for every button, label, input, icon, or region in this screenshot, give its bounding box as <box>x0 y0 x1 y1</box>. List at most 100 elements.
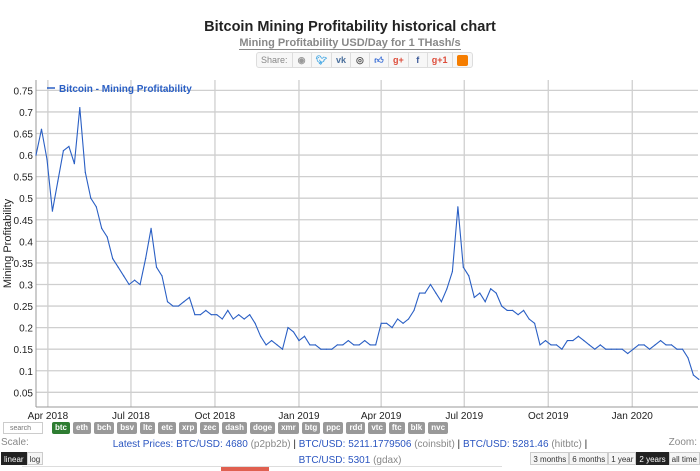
data-point <box>205 309 207 311</box>
zoom-label: Zoom: <box>668 437 697 448</box>
data-point <box>550 344 552 346</box>
price-p2pb2b[interactable]: BTC/USD: 4680 <box>176 439 248 450</box>
y-tick-label: 0.7 <box>19 108 33 119</box>
subtitle-link[interactable]: Mining Profitability USD/Day for 1 THash… <box>239 37 461 50</box>
coin-button-eth[interactable]: eth <box>73 422 91 434</box>
coin-search-input[interactable] <box>3 422 43 434</box>
like-icon[interactable]: 👍︎ <box>370 53 389 67</box>
coin-button-ftc[interactable]: ftc <box>388 422 405 434</box>
data-point <box>134 279 136 281</box>
zoom-6-months-button[interactable]: 6 months <box>569 452 609 465</box>
profitability-chart[interactable]: 0.05 0.1 0.15 0.2 0.25 0.3 0.35 0.4 0.45 0.5 0.55 0… <box>0 70 700 420</box>
data-point <box>347 339 349 342</box>
exchange-name: (p2pb2b) <box>250 439 291 450</box>
twitter-icon[interactable]: 🐦︎ <box>312 53 332 67</box>
data-point <box>254 322 256 324</box>
data-point <box>325 348 327 350</box>
coin-button-bch[interactable]: bch <box>94 422 115 434</box>
price-gdax[interactable]: BTC/USD: 5301 <box>298 455 371 466</box>
series-line-bitcoin <box>35 107 700 380</box>
google-plus-icon[interactable]: g+ <box>389 53 409 67</box>
data-point <box>610 348 612 350</box>
data-point <box>649 348 651 350</box>
price-hitbtc[interactable]: BTC/USD: 5281.46 <box>462 439 549 450</box>
data-point <box>386 322 388 324</box>
coin-button-zec[interactable]: zec <box>200 422 220 434</box>
data-point <box>698 378 700 380</box>
x-tick-label: Jul 2019 <box>445 411 483 420</box>
data-point <box>46 158 48 160</box>
data-point <box>144 257 147 260</box>
latest-prices: Latest Prices: BTC/USD: 4680 (p2pb2b) | … <box>112 439 588 466</box>
data-point <box>462 266 464 268</box>
data-point <box>692 374 695 376</box>
data-point <box>539 344 541 346</box>
data-point <box>62 150 64 152</box>
y-tick-label: 0.75 <box>14 86 34 97</box>
data-point <box>561 348 563 350</box>
coin-button-etc[interactable]: etc <box>158 422 176 434</box>
data-point <box>117 266 119 268</box>
data-point <box>155 266 158 268</box>
blogger-icon[interactable] <box>453 53 472 67</box>
zoom-1-year-button[interactable]: 1 year <box>608 452 637 465</box>
x-tick-label: Apr 2019 <box>361 411 402 420</box>
data-point <box>479 292 481 294</box>
x-tick-label: Jul 2018 <box>112 411 150 420</box>
active-tab-indicator <box>221 467 269 471</box>
data-point <box>599 344 601 346</box>
scale-linear-button[interactable]: linear <box>1 452 27 465</box>
data-point <box>265 344 267 346</box>
weibo-icon[interactable]: ◎ <box>351 53 370 67</box>
chart-subtitle[interactable]: Mining Profitability USD/Day for 1 THash… <box>0 37 700 50</box>
google-plus-one-icon[interactable]: g+1 <box>428 53 453 67</box>
data-point <box>484 301 486 303</box>
legend-label[interactable]: Bitcoin - Mining Profitability <box>59 84 192 95</box>
facebook-icon[interactable]: f <box>409 53 428 67</box>
reddit-icon[interactable]: ◉ <box>293 53 312 67</box>
coin-button-xmr[interactable]: xmr <box>278 422 299 434</box>
data-point <box>270 339 273 342</box>
data-point <box>670 344 673 346</box>
price-coinsbit[interactable]: BTC/USD: 5211.1779506 <box>298 439 412 450</box>
coin-button-bsv[interactable]: bsv <box>117 422 138 434</box>
y-tick-label: 0.5 <box>19 194 33 205</box>
data-point <box>451 270 453 273</box>
data-point <box>402 322 404 324</box>
data-point <box>139 283 141 286</box>
data-point <box>303 335 306 337</box>
data-point <box>566 339 569 342</box>
coin-button-doge[interactable]: doge <box>249 422 276 434</box>
data-point <box>616 348 618 350</box>
zoom-all-time-button[interactable]: all time <box>668 452 700 465</box>
y-tick-label: 0.55 <box>14 173 34 184</box>
coin-button-vtc[interactable]: vtc <box>368 422 386 434</box>
data-point <box>588 344 590 346</box>
exchange-name: (hitbtc) <box>551 439 582 450</box>
coin-button-ppc[interactable]: ppc <box>323 422 344 434</box>
data-point <box>90 197 92 199</box>
coin-button-blk[interactable]: blk <box>407 422 426 434</box>
coin-button-rdd[interactable]: rdd <box>346 422 366 434</box>
coin-button-xrp[interactable]: xrp <box>178 422 198 434</box>
scale-log-button[interactable]: log <box>26 452 44 465</box>
zoom-3-months-button[interactable]: 3 months <box>530 452 570 465</box>
y-tick-label: 0.25 <box>14 302 34 313</box>
coin-button-nvc[interactable]: nvc <box>428 422 449 434</box>
y-tick-label: 0.3 <box>19 280 33 291</box>
coin-button-btc[interactable]: btc <box>52 422 70 434</box>
data-point <box>314 344 317 346</box>
vk-icon[interactable]: vk <box>332 53 351 67</box>
data-point <box>73 163 75 165</box>
coin-button-dash[interactable]: dash <box>222 422 247 434</box>
data-point <box>638 344 640 346</box>
prices-label: Latest Prices: <box>112 439 174 450</box>
y-tick-label: 0.35 <box>14 259 34 270</box>
coin-button-btg[interactable]: btg <box>301 422 321 434</box>
zoom-2-years-button[interactable]: 2 years <box>636 452 669 465</box>
data-point <box>621 348 623 350</box>
x-tick-label: Oct 2019 <box>528 411 569 420</box>
coin-button-ltc[interactable]: ltc <box>140 422 156 434</box>
share-bar: Share: ◉ 🐦︎ vk ◎ 👍︎ g+ f g+1 <box>256 52 473 68</box>
data-point <box>292 331 295 333</box>
